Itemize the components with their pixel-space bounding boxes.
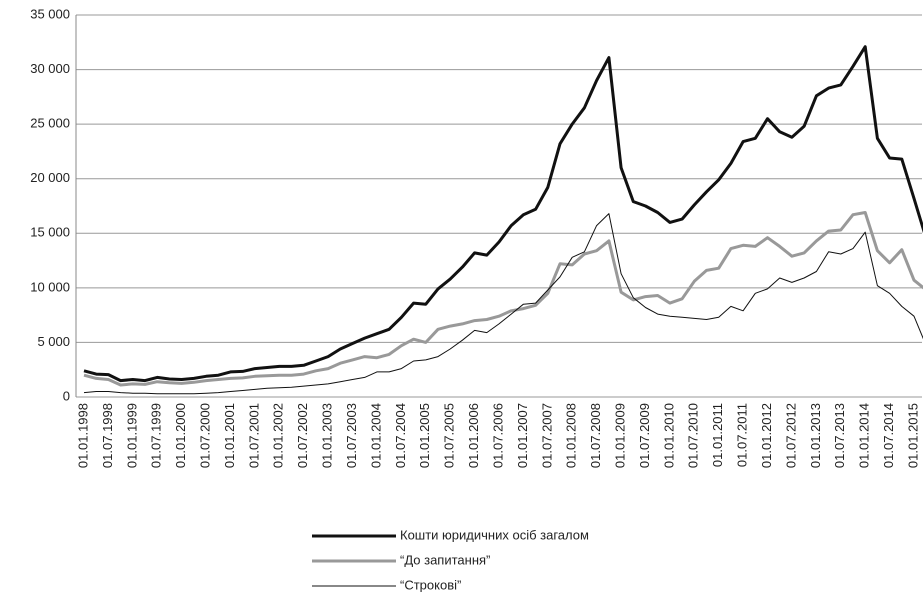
x-tick-label: 01.01.2007 xyxy=(515,403,530,468)
x-tick-label: 01.01.2010 xyxy=(661,403,676,468)
series-line xyxy=(83,213,923,395)
x-tick-label: 01.07.2014 xyxy=(881,403,896,468)
x-tick-label: 01.01.2009 xyxy=(612,403,627,468)
x-tick-label: 01.01.2011 xyxy=(710,403,725,467)
legend-label: Кошти юридичних осіб загалом xyxy=(400,527,589,542)
y-tick-label: 5 000 xyxy=(37,334,70,349)
y-tick-label: 20 000 xyxy=(30,170,70,185)
x-tick-label: 01.01.2002 xyxy=(271,403,286,468)
x-tick-label: 01.01.1999 xyxy=(124,403,139,468)
x-tick-label: 01.07.2012 xyxy=(783,403,798,468)
x-tick-label: 01.01.2015 xyxy=(905,403,920,468)
x-tick-label: 01.07.2010 xyxy=(686,403,701,468)
x-tick-label: 01.01.2003 xyxy=(320,403,335,468)
y-tick-label: 25 000 xyxy=(30,116,70,131)
x-tick-label: 01.01.1998 xyxy=(75,403,90,468)
x-tick-label: 01.07.2004 xyxy=(393,403,408,468)
x-tick-label: 01.07.2008 xyxy=(588,403,603,468)
y-tick-label: 15 000 xyxy=(30,225,70,240)
x-tick-label: 01.07.2009 xyxy=(637,403,652,468)
x-tick-label: 01.01.2004 xyxy=(368,403,383,468)
x-tick-label: 01.01.2006 xyxy=(466,403,481,468)
series-line xyxy=(83,211,923,387)
y-tick-label: 10 000 xyxy=(30,279,70,294)
x-tick-label: 01.01.2012 xyxy=(759,403,774,468)
y-tick-label: 0 xyxy=(63,388,70,403)
x-tick-label: 01.01.2005 xyxy=(417,403,432,468)
x-tick-label: 01.01.2001 xyxy=(222,403,237,468)
x-tick-label: 01.07.1999 xyxy=(149,403,164,468)
x-tick-label: 01.01.2000 xyxy=(173,403,188,468)
x-tick-label: 01.07.2001 xyxy=(246,403,261,468)
x-tick-label: 01.07.2013 xyxy=(832,403,847,468)
x-tick-label: 01.07.2003 xyxy=(344,403,359,468)
x-tick-label: 01.07.1998 xyxy=(100,403,115,468)
x-tick-label: 01.01.2014 xyxy=(857,403,872,468)
series-line xyxy=(83,45,923,383)
x-tick-label: 01.07.2002 xyxy=(295,403,310,468)
y-tick-label: 30 000 xyxy=(30,61,70,76)
x-tick-label: 01.07.2000 xyxy=(197,403,212,468)
x-tick-label: 01.07.2005 xyxy=(442,403,457,468)
x-tick-label: 01.01.2008 xyxy=(564,403,579,468)
x-tick-label: 01.07.2011 xyxy=(735,403,750,467)
legend-label: “До запитання” xyxy=(400,552,490,567)
x-tick-label: 01.01.2013 xyxy=(808,403,823,468)
x-tick-label: 01.07.2006 xyxy=(490,403,505,468)
x-tick-label: 01.07.2007 xyxy=(539,403,554,468)
legend-label: “Строкові” xyxy=(400,577,461,592)
y-tick-label: 35 000 xyxy=(30,6,70,21)
